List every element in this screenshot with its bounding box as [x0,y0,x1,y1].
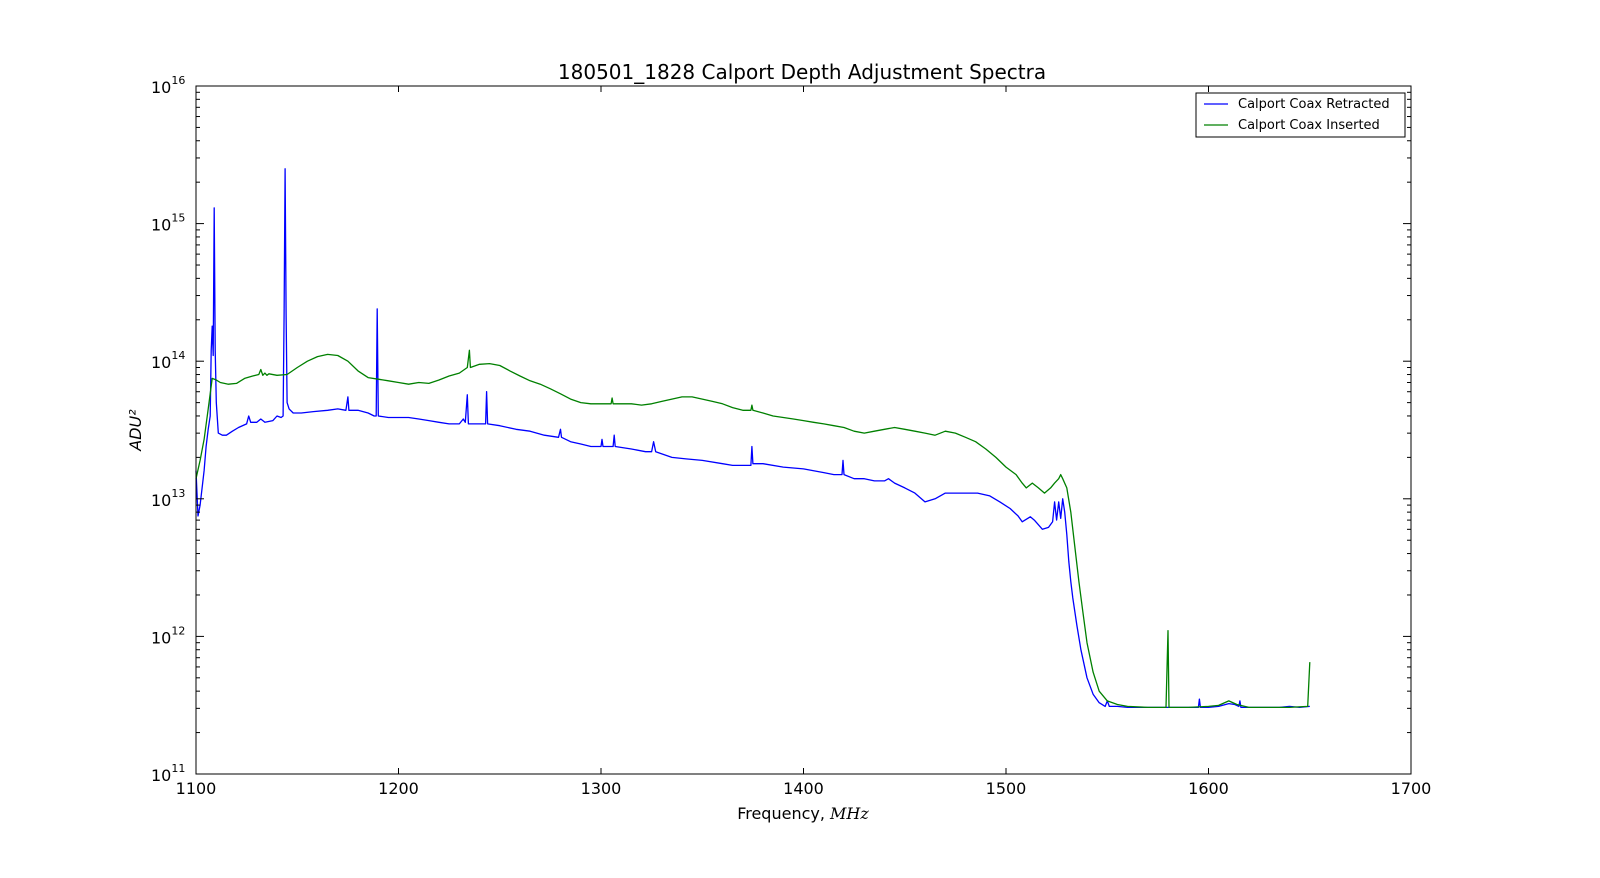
x-axis-tick-labels: 1100 1200 1300 1400 1500 1600 1700 [176,779,1432,798]
axis-ticks [195,85,1412,775]
series-line-inserted [195,349,1311,709]
x-tick-label: 1700 [1391,779,1432,798]
series-line-retracted [195,168,1310,709]
x-tick-label: 1400 [783,779,824,798]
legend: Calport Coax Retracted Calport Coax Inse… [1195,92,1406,138]
y-tick-label: 1014 [151,349,185,372]
x-tick-label: 1500 [986,779,1027,798]
y-tick-label: 1013 [151,487,185,510]
y-tick-label: 1015 [151,212,185,235]
legend-label-inserted: Calport Coax Inserted [1238,118,1380,133]
x-tick-label: 1100 [176,779,217,798]
legend-box [1195,92,1406,138]
plot-frame [195,85,1412,775]
x-tick-label: 1200 [378,779,419,798]
legend-label-retracted: Calport Coax Retracted [1238,97,1390,112]
y-tick-label: 1012 [151,624,185,647]
y-axis-label: ADU² [126,409,145,452]
x-axis-label: Frequency, MHz [737,804,869,823]
plot-area [195,168,1311,709]
y-axis-tick-labels: 1011 1012 1013 1014 1015 1016 [151,74,185,785]
y-tick-label: 1016 [151,74,185,97]
x-tick-label: 1600 [1188,779,1229,798]
x-tick-label: 1300 [581,779,622,798]
chart-title: 180501_1828 Calport Depth Adjustment Spe… [558,60,1046,84]
y-tick-label: 1011 [151,762,185,785]
